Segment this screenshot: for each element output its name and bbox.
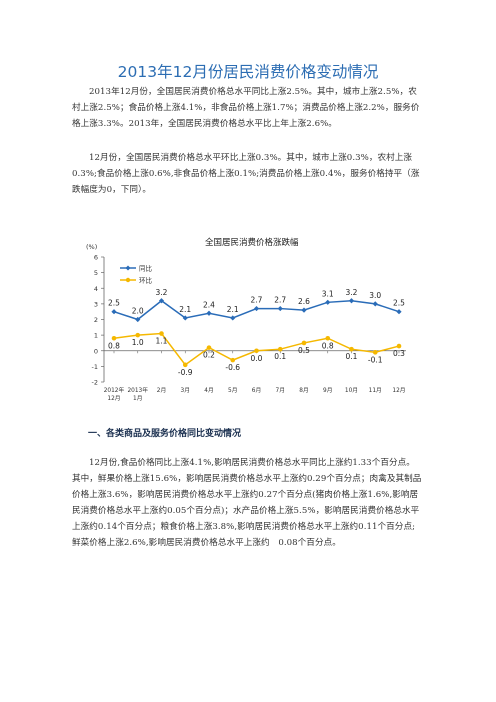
data-label: 0.1 xyxy=(274,352,286,361)
data-label: 2.7 xyxy=(251,296,263,305)
data-label: 2.1 xyxy=(227,305,239,314)
y-tick-label: 5 xyxy=(94,269,98,277)
data-point xyxy=(111,335,117,341)
x-tick-label: 8月 xyxy=(299,387,309,394)
data-label: 3.0 xyxy=(369,291,381,300)
x-tick-label: 7月 xyxy=(276,387,286,394)
data-label: 0.0 xyxy=(251,354,263,363)
y-tick-labels: -2 -1 0 1 2 3 4 5 6 xyxy=(92,254,98,387)
data-label: 2.1 xyxy=(179,305,191,314)
data-labels: 2.5 2.0 3.2 2.1 2.4 2.1 2.7 2.7 2.6 3.1 3.2 3.0 2.5 0… xyxy=(108,288,405,377)
y-tick-label: 1 xyxy=(94,332,98,340)
data-label: 1.1 xyxy=(156,337,168,346)
data-point xyxy=(182,362,188,368)
data-point xyxy=(135,332,141,338)
data-label: 2.5 xyxy=(108,299,120,308)
y-tick-label: 6 xyxy=(94,254,98,262)
data-point xyxy=(372,350,378,355)
data-label: 3.2 xyxy=(156,288,168,297)
data-point xyxy=(206,345,212,350)
x-tick-label: 9月 xyxy=(323,387,333,394)
data-label: 2.7 xyxy=(274,296,286,305)
data-point xyxy=(372,301,378,307)
data-label: 2.4 xyxy=(203,300,215,309)
data-label: -0.1 xyxy=(368,355,383,364)
y-tick-label: -2 xyxy=(92,379,98,387)
data-label: 3.2 xyxy=(346,288,358,297)
data-label: 0.5 xyxy=(298,346,310,355)
data-point xyxy=(158,298,165,304)
data-point xyxy=(254,348,259,354)
data-point xyxy=(301,340,307,346)
data-label: 1.0 xyxy=(132,338,144,347)
x-tick-label: 6月 xyxy=(252,387,262,394)
data-point xyxy=(230,357,236,363)
data-point xyxy=(135,316,141,323)
x-tick-label: 3月 xyxy=(181,387,191,394)
data-point xyxy=(111,309,117,315)
data-point xyxy=(277,305,283,312)
chart-title: 全国居民消费价格涨跌幅 xyxy=(205,237,299,248)
data-label: -0.6 xyxy=(225,363,240,372)
x-tick-label: 2月 xyxy=(157,387,167,394)
data-label: 2.6 xyxy=(298,297,310,306)
data-point xyxy=(253,305,260,312)
legend-marker xyxy=(125,265,131,271)
x-tick-label: 5月 xyxy=(228,387,238,394)
y-tick-label: -1 xyxy=(92,363,98,371)
chart-y-label: (%) xyxy=(86,243,97,251)
data-label: 2.0 xyxy=(132,307,144,316)
data-point xyxy=(349,346,354,352)
summary-paragraph: 2013年12月份，全国居民消费价格总水平同比上涨2.5%。其中，城市上涨2.5… xyxy=(72,87,420,129)
data-point xyxy=(325,299,331,305)
y-tick-label: 0 xyxy=(94,347,98,355)
data-point xyxy=(396,343,402,349)
data-point xyxy=(348,298,355,304)
x-tick-label: 11月 xyxy=(369,387,382,394)
data-point xyxy=(182,315,188,321)
data-point xyxy=(230,315,236,321)
month-on-month-paragraph: 12月份，全国居民消费价格总水平环比上涨0.3%。其中，城市上涨0.3%，农村上… xyxy=(72,153,420,195)
data-point xyxy=(206,310,212,316)
legend-label: 环比 xyxy=(139,275,153,284)
page-title: 2013年12月份居民消费价格变动情况 xyxy=(117,63,379,81)
data-point xyxy=(277,346,283,352)
data-label: 0.8 xyxy=(108,341,120,350)
data-point xyxy=(325,335,331,341)
data-label: 0.2 xyxy=(203,351,215,360)
data-label: -0.9 xyxy=(178,368,193,377)
section-paragraph: 12月份,食品价格同比上涨4.1%,影响居民消费价格总水平同比上涨约1.33个百… xyxy=(72,458,422,548)
x-tick-label: 10月 xyxy=(345,387,358,394)
data-label: 0.8 xyxy=(322,341,334,350)
y-tick-label: 3 xyxy=(94,300,98,308)
data-label: 0.3 xyxy=(393,349,405,358)
x-tick-label: 2013年 1月 xyxy=(127,386,148,402)
section-heading: 一、各类商品及服务价格同比变动情况 xyxy=(88,429,242,439)
x-tick-label: 2012年 12月 xyxy=(104,386,125,402)
data-label: 3.1 xyxy=(322,289,334,298)
y-tick-label: 4 xyxy=(94,285,98,293)
legend-label: 同比 xyxy=(139,263,153,272)
data-point xyxy=(301,307,307,313)
cpi-line-chart: 全国居民消费价格涨跌幅 (%) -2 -1 0 1 2 3 4 5 6 2012年 12月2013… xyxy=(86,237,406,402)
data-label: 0.1 xyxy=(346,352,358,361)
x-tick-label: 12月 xyxy=(392,387,405,394)
y-tick-label: 2 xyxy=(94,316,98,324)
data-label: 2.5 xyxy=(393,299,405,308)
series-markers xyxy=(111,298,402,368)
data-point xyxy=(159,331,164,336)
x-tick-label: 4月 xyxy=(204,387,214,394)
data-point xyxy=(396,309,402,315)
legend-marker xyxy=(125,277,131,283)
